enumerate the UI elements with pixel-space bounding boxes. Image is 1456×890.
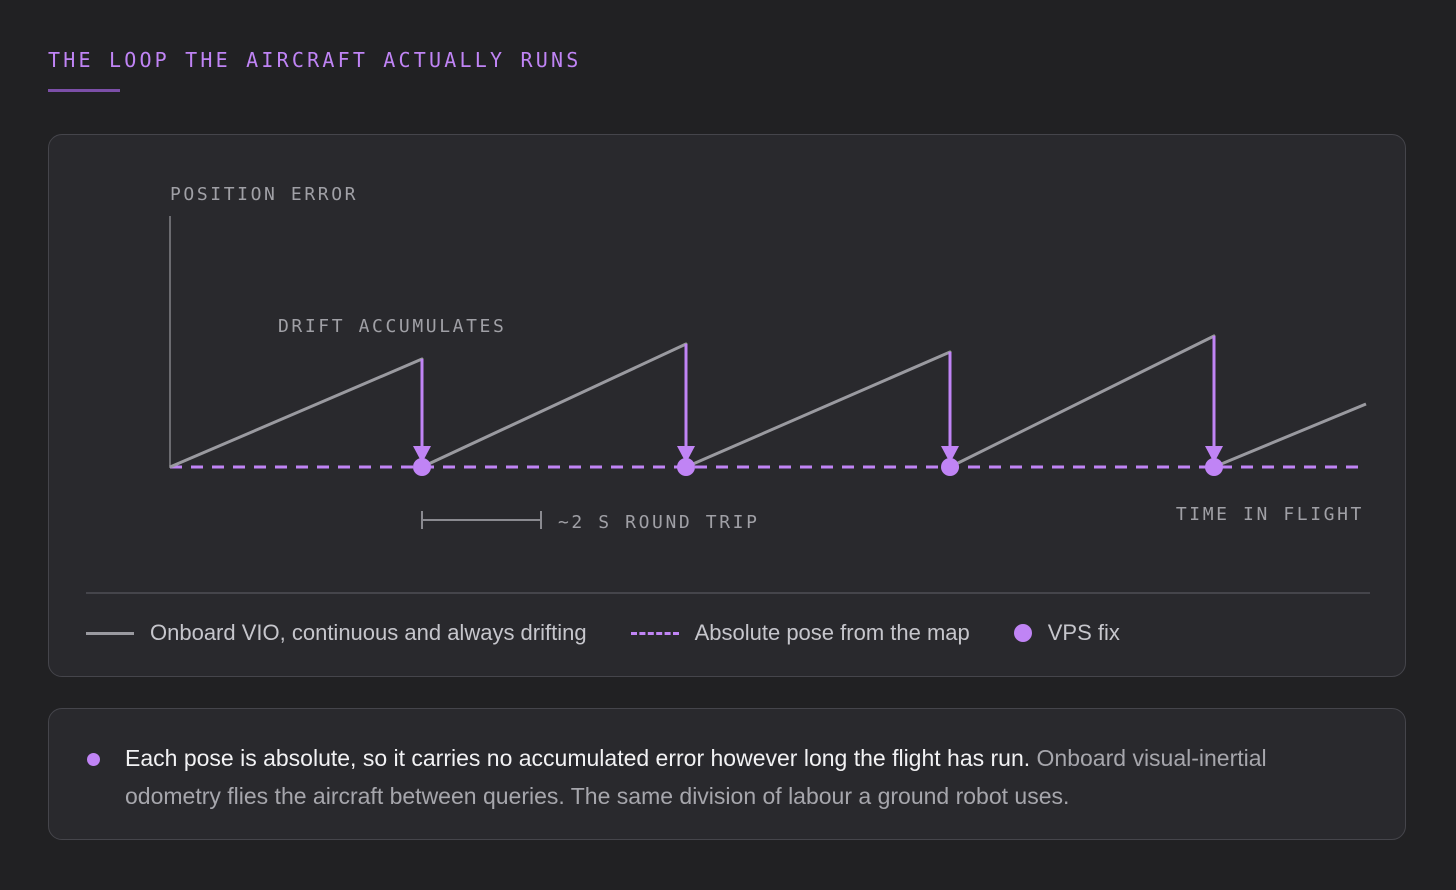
round-trip-label: ~2 S ROUND TRIP (558, 512, 760, 533)
legend-label-fix: VPS fix (1047, 620, 1120, 645)
x-axis-label: TIME IN FLIGHT (1176, 504, 1364, 525)
vps-fix-dot (1205, 458, 1223, 476)
legend-item-absolute: Absolute pose from the map (630, 620, 970, 646)
note-rest-text: Onboard visual-inertial odometry flies t… (125, 745, 1267, 809)
legend-item-vio: Onboard VIO, continuous and always drift… (86, 620, 587, 646)
correction-arrow (413, 359, 431, 463)
note-card: Each pose is absolute, so it carries no … (48, 708, 1406, 840)
note-text: Each pose is absolute, so it carries no … (125, 739, 1355, 815)
vps-fix-dot (677, 458, 695, 476)
diagram-card (48, 134, 1406, 677)
dashed-line-swatch (630, 631, 679, 635)
correction-arrow (677, 344, 695, 463)
y-axis-label: POSITION ERROR (170, 184, 358, 205)
correction-arrow (941, 352, 959, 463)
note-strong-text: Each pose is absolute, so it carries no … (125, 745, 1031, 771)
section-title: THE LOOP THE AIRCRAFT ACTUALLY RUNS (48, 48, 582, 72)
bullet-dot-icon (87, 753, 100, 766)
legend-item-fix: VPS fix (1013, 620, 1120, 646)
solid-line-swatch (86, 631, 134, 635)
dot-swatch (1013, 624, 1032, 642)
drift-annotation: DRIFT ACCUMULATES (278, 316, 506, 337)
vps-fix-dot (413, 458, 431, 476)
legend: Onboard VIO, continuous and always drift… (86, 620, 1164, 646)
legend-label-absolute: Absolute pose from the map (694, 620, 970, 645)
vio-drift-line (169, 334, 1367, 469)
correction-arrow (1205, 336, 1223, 463)
vps-fix-dot (941, 458, 959, 476)
legend-label-vio: Onboard VIO, continuous and always drift… (150, 620, 587, 645)
title-underline (48, 89, 120, 92)
round-trip-bracket (421, 511, 542, 529)
